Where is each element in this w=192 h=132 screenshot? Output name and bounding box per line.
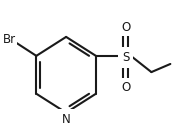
Text: S: S bbox=[122, 51, 129, 64]
Text: N: N bbox=[62, 113, 70, 126]
Text: Br: Br bbox=[3, 33, 16, 46]
Text: O: O bbox=[121, 21, 130, 34]
Text: O: O bbox=[121, 81, 130, 94]
